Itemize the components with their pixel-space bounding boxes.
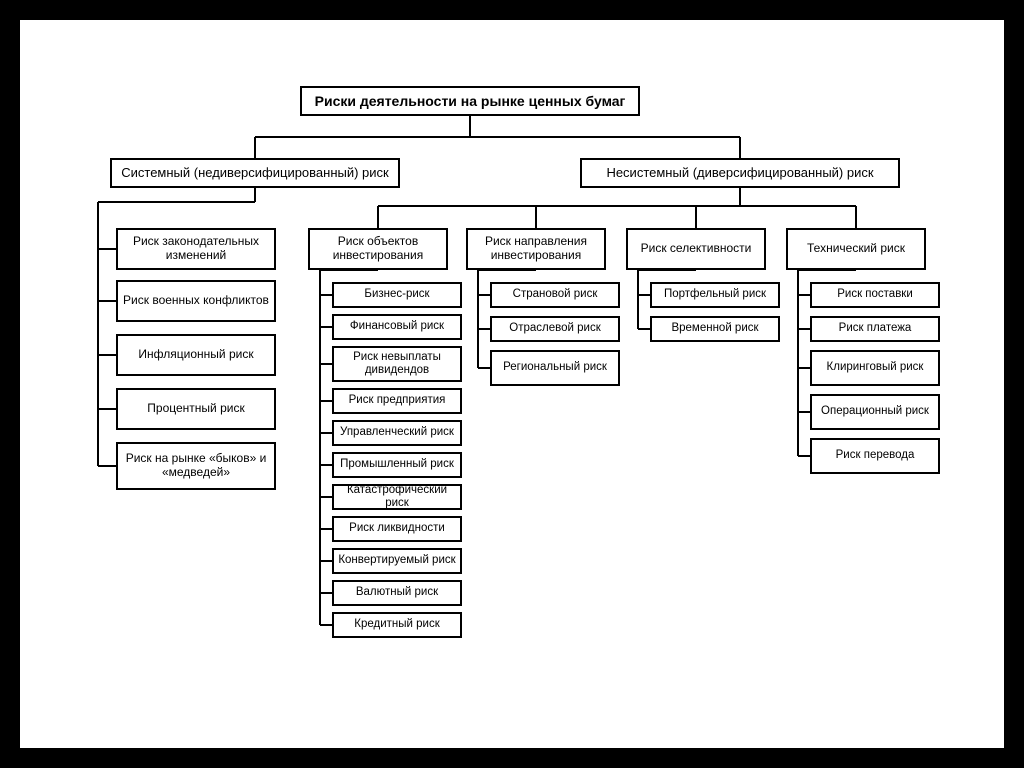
node-u1-child-8: Конвертируемый риск — [332, 548, 462, 574]
node-u1-child-8-label: Конвертируемый риск — [338, 554, 455, 567]
node-l1-unsys-label: Несистемный (диверсифицированный) риск — [606, 166, 873, 181]
node-unsys-head-u4: Технический риск — [786, 228, 926, 270]
node-u1-child-6-label: Катастрофический риск — [338, 484, 456, 510]
node-unsys-head-u2-label: Риск направления инвестирования — [472, 235, 600, 263]
node-root-label: Риски деятельности на рынке ценных бумаг — [315, 93, 626, 109]
node-u1-child-3: Риск предприятия — [332, 388, 462, 414]
node-sys-3: Процентный риск — [116, 388, 276, 430]
node-u2-child-2: Региональный риск — [490, 350, 620, 386]
node-sys-1-label: Риск военных конфликтов — [123, 294, 269, 308]
node-u2-child-1: Отраслевой риск — [490, 316, 620, 342]
node-u4-child-2: Клиринговый риск — [810, 350, 940, 386]
node-u3-child-0-label: Портфельный риск — [664, 288, 766, 301]
node-l1-sys-label: Системный (недиверсифицированный) риск — [121, 166, 389, 181]
node-l1-sys: Системный (недиверсифицированный) риск — [110, 158, 400, 188]
node-u4-child-0-label: Риск поставки — [837, 288, 913, 301]
node-sys-4: Риск на рынке «быков» и «медведей» — [116, 442, 276, 490]
node-root: Риски деятельности на рынке ценных бумаг — [300, 86, 640, 116]
node-u4-child-4-label: Риск перевода — [836, 449, 915, 462]
node-u1-child-2-label: Риск невыплаты дивидендов — [338, 351, 456, 377]
node-u1-child-4-label: Управленческий риск — [340, 426, 454, 439]
node-u1-child-1: Финансовый риск — [332, 314, 462, 340]
node-u1-child-7-label: Риск ликвидности — [349, 522, 445, 535]
node-u4-child-4: Риск перевода — [810, 438, 940, 474]
node-u4-child-0: Риск поставки — [810, 282, 940, 308]
node-u3-child-1-label: Временной риск — [671, 322, 758, 335]
node-u1-child-10: Кредитный риск — [332, 612, 462, 638]
node-u4-child-1-label: Риск платежа — [839, 322, 912, 335]
node-u1-child-0: Бизнес-риск — [332, 282, 462, 308]
node-sys-4-label: Риск на рынке «быков» и «медведей» — [122, 452, 270, 480]
node-sys-1: Риск военных конфликтов — [116, 280, 276, 322]
node-u2-child-1-label: Отраслевой риск — [509, 322, 600, 335]
node-u3-child-1: Временной риск — [650, 316, 780, 342]
node-u2-child-0: Страновой риск — [490, 282, 620, 308]
node-unsys-head-u3: Риск селективности — [626, 228, 766, 270]
node-u1-child-3-label: Риск предприятия — [349, 394, 446, 407]
node-u4-child-1: Риск платежа — [810, 316, 940, 342]
node-u2-child-2-label: Региональный риск — [503, 361, 607, 374]
node-sys-3-label: Процентный риск — [147, 402, 244, 416]
node-u1-child-7: Риск ликвидности — [332, 516, 462, 542]
node-sys-0-label: Риск законодательных изменений — [122, 235, 270, 263]
node-sys-2-label: Инфляционный риск — [138, 348, 253, 362]
node-u1-child-6: Катастрофический риск — [332, 484, 462, 510]
node-l1-unsys: Несистемный (диверсифицированный) риск — [580, 158, 900, 188]
node-u1-child-10-label: Кредитный риск — [354, 618, 439, 631]
node-u1-child-9: Валютный риск — [332, 580, 462, 606]
node-unsys-head-u4-label: Технический риск — [807, 242, 905, 256]
node-sys-2: Инфляционный риск — [116, 334, 276, 376]
node-u4-child-3: Операционный риск — [810, 394, 940, 430]
node-sys-0: Риск законодательных изменений — [116, 228, 276, 270]
node-unsys-head-u2: Риск направления инвестирования — [466, 228, 606, 270]
node-u4-child-2-label: Клиринговый риск — [827, 361, 924, 374]
node-u1-child-4: Управленческий риск — [332, 420, 462, 446]
node-u2-child-0-label: Страновой риск — [513, 288, 598, 301]
node-u1-child-2: Риск невыплаты дивидендов — [332, 346, 462, 382]
node-u1-child-9-label: Валютный риск — [356, 586, 438, 599]
node-u3-child-0: Портфельный риск — [650, 282, 780, 308]
node-unsys-head-u1-label: Риск объектов инвестирования — [314, 235, 442, 263]
node-u1-child-5: Промышленный риск — [332, 452, 462, 478]
node-unsys-head-u1: Риск объектов инвестирования — [308, 228, 448, 270]
diagram-frame: Риски деятельности на рынке ценных бумаг… — [20, 20, 1004, 748]
node-u4-child-3-label: Операционный риск — [821, 405, 929, 418]
node-u1-child-0-label: Бизнес-риск — [364, 288, 429, 301]
node-unsys-head-u3-label: Риск селективности — [641, 242, 752, 256]
node-u1-child-1-label: Финансовый риск — [350, 320, 444, 333]
node-u1-child-5-label: Промышленный риск — [340, 458, 454, 471]
